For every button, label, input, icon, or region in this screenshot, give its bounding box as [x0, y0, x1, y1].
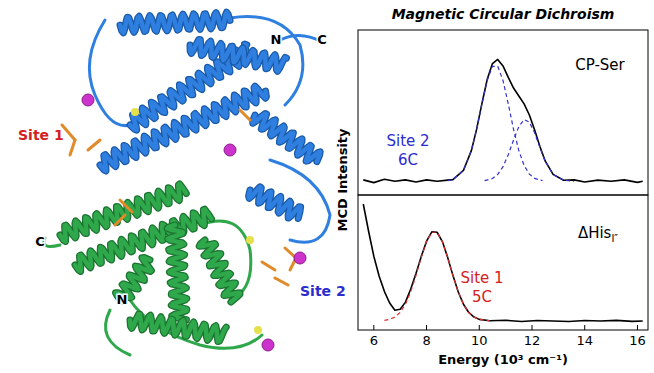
fit-curve — [485, 120, 575, 182]
annotation-text: Site 1 — [460, 269, 503, 287]
helix — [167, 225, 187, 320]
annotation: 6C — [398, 151, 418, 169]
mcd-panel: 6 8 10 12 14 16 — [358, 195, 648, 348]
metal-sphere — [262, 339, 274, 351]
structure-label: Site 1 — [18, 127, 64, 143]
side-chain — [88, 140, 100, 150]
x-tick — [637, 325, 638, 330]
metal-sphere — [224, 144, 236, 156]
helix — [120, 12, 230, 33]
x-tick — [532, 325, 533, 330]
helix-shadow — [199, 240, 240, 302]
helix-shadow — [120, 12, 230, 33]
side-chain — [275, 278, 288, 285]
loop — [44, 238, 60, 246]
side-chain — [115, 215, 125, 225]
x-tick-label: 12 — [524, 333, 541, 348]
structure-label: N — [117, 292, 128, 307]
annotation-subscript: I″ — [611, 233, 618, 244]
loop — [280, 35, 322, 42]
x-tick — [584, 325, 585, 330]
side-chain — [240, 110, 250, 120]
sulfur-sphere — [131, 108, 139, 116]
structure-label: C — [317, 32, 327, 47]
x-tick-label: 16 — [629, 333, 646, 348]
annotation: Site 1 — [460, 269, 503, 287]
x-tick — [373, 325, 374, 330]
spectrum-line — [363, 204, 642, 322]
annotation: 5C — [472, 288, 492, 306]
panel-frame — [358, 195, 648, 330]
fit-curve — [448, 66, 543, 180]
loop — [106, 310, 131, 355]
x-axis-title: Energy (10³ cm⁻¹) — [438, 352, 568, 367]
panel-frame — [358, 30, 648, 195]
x-tick — [479, 325, 480, 330]
helix — [100, 86, 266, 171]
annotation-text: CP-Ser — [575, 56, 625, 74]
protein-structure — [44, 12, 330, 355]
chart-title: Magnetic Circular Dichroism — [392, 6, 615, 22]
series-group — [363, 59, 642, 182]
side-chain — [62, 125, 75, 140]
metal-sphere — [82, 94, 94, 106]
x-tick — [426, 325, 427, 330]
x-tick-label: 8 — [422, 333, 430, 348]
x-tick-label: 14 — [576, 333, 593, 348]
helix-shadow — [100, 86, 266, 171]
side-chain — [70, 140, 75, 155]
annotation: Site 2 — [386, 132, 429, 150]
helix — [249, 187, 301, 219]
annotation: ΔHisI″ — [578, 224, 618, 244]
side-chain — [262, 262, 275, 270]
structure-label: Site 2 — [300, 283, 346, 299]
figure: Site 1 Site 2 N C C N Magnetic Circular Dichro… — [0, 0, 654, 373]
y-axis-title: MCD Intensity — [335, 128, 350, 232]
helix-shadow — [253, 114, 321, 162]
helix-shadow — [249, 187, 301, 219]
series-group — [363, 204, 642, 322]
spectrum-line — [363, 59, 642, 182]
sulfur-sphere — [246, 236, 254, 244]
helix-shadow — [167, 225, 187, 320]
x-tick-label: 6 — [370, 333, 378, 348]
annotation-text: ΔHis — [578, 224, 612, 242]
structure-label: N — [271, 32, 282, 47]
helix — [253, 114, 321, 162]
x-tick-label: 10 — [471, 333, 488, 348]
annotation-text: Site 2 — [386, 132, 429, 150]
metal-sphere — [294, 252, 306, 264]
structure-label: C — [35, 234, 45, 249]
loop — [130, 300, 262, 348]
sulfur-sphere — [254, 326, 262, 334]
annotation-text: 6C — [398, 151, 418, 169]
helix-shadow — [130, 314, 226, 342]
mcd-panel — [358, 30, 648, 195]
helix — [199, 240, 240, 302]
annotation-text: 5C — [472, 288, 492, 306]
helix — [130, 314, 226, 342]
side-chain — [120, 200, 132, 212]
annotation: CP-Ser — [575, 56, 625, 74]
